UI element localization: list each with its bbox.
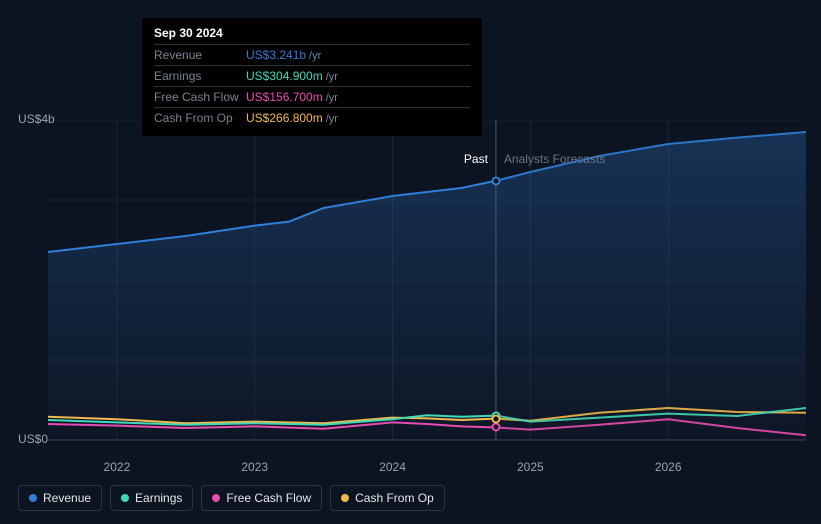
legend-item-cfo[interactable]: Cash From Op bbox=[330, 485, 445, 511]
tooltip-unit: /yr bbox=[326, 92, 338, 104]
x-axis-tick: 2025 bbox=[517, 460, 544, 474]
tooltip-row-cfo: Cash From OpUS$266.800m/yr bbox=[154, 107, 470, 128]
chart-tooltip: Sep 30 2024 RevenueUS$3.241b/yrEarningsU… bbox=[142, 18, 482, 136]
chart-legend: Revenue Earnings Free Cash Flow Cash Fro… bbox=[18, 485, 445, 511]
past-period-label: Past bbox=[464, 152, 488, 166]
tooltip-unit: /yr bbox=[309, 50, 321, 62]
chart-container: Past Analysts Forecasts US$0 US$4b bbox=[18, 120, 806, 460]
legend-item-revenue[interactable]: Revenue bbox=[18, 485, 102, 511]
tooltip-metric-label: Free Cash Flow bbox=[154, 90, 246, 104]
legend-dot-icon bbox=[121, 494, 129, 502]
legend-label: Earnings bbox=[135, 491, 182, 505]
tooltip-metric-label: Cash From Op bbox=[154, 111, 246, 125]
legend-dot-icon bbox=[29, 494, 37, 502]
tooltip-metric-value: US$266.800m bbox=[246, 111, 323, 125]
tooltip-row-earnings: EarningsUS$304.900m/yr bbox=[154, 65, 470, 86]
y-axis-label-max: US$4b bbox=[18, 112, 55, 126]
chart-marker-revenue bbox=[491, 176, 500, 185]
tooltip-metric-label: Earnings bbox=[154, 69, 246, 83]
chart-marker-cfo bbox=[491, 414, 500, 423]
tooltip-metric-value: US$3.241b bbox=[246, 48, 306, 62]
y-axis-label-min: US$0 bbox=[18, 432, 48, 446]
forecast-period-label: Analysts Forecasts bbox=[504, 152, 605, 166]
tooltip-metric-value: US$156.700m bbox=[246, 90, 323, 104]
chart-marker-fcf bbox=[491, 423, 500, 432]
x-axis-tick: 2026 bbox=[655, 460, 682, 474]
tooltip-unit: /yr bbox=[326, 71, 338, 83]
legend-label: Free Cash Flow bbox=[226, 491, 311, 505]
tooltip-row-fcf: Free Cash FlowUS$156.700m/yr bbox=[154, 86, 470, 107]
chart-svg bbox=[48, 120, 806, 460]
x-axis-tick: 2024 bbox=[379, 460, 406, 474]
legend-dot-icon bbox=[341, 494, 349, 502]
chart-plot-area[interactable]: Past Analysts Forecasts bbox=[48, 120, 806, 460]
legend-label: Cash From Op bbox=[355, 491, 434, 505]
tooltip-row-revenue: RevenueUS$3.241b/yr bbox=[154, 44, 470, 65]
legend-item-earnings[interactable]: Earnings bbox=[110, 485, 193, 511]
legend-item-fcf[interactable]: Free Cash Flow bbox=[201, 485, 322, 511]
x-axis-labels: 2022 2023 2024 2025 2026 bbox=[48, 460, 806, 480]
legend-dot-icon bbox=[212, 494, 220, 502]
tooltip-metric-label: Revenue bbox=[154, 48, 246, 62]
tooltip-unit: /yr bbox=[326, 113, 338, 125]
x-axis-tick: 2022 bbox=[104, 460, 131, 474]
tooltip-date: Sep 30 2024 bbox=[154, 26, 470, 40]
legend-label: Revenue bbox=[43, 491, 91, 505]
x-axis-tick: 2023 bbox=[241, 460, 268, 474]
tooltip-metric-value: US$304.900m bbox=[246, 69, 323, 83]
